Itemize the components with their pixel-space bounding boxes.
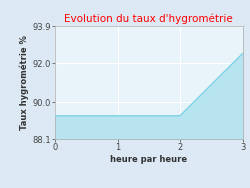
- Title: Evolution du taux d'hygrométrie: Evolution du taux d'hygrométrie: [64, 14, 233, 24]
- Y-axis label: Taux hygrométrie %: Taux hygrométrie %: [20, 35, 30, 130]
- X-axis label: heure par heure: heure par heure: [110, 155, 187, 164]
